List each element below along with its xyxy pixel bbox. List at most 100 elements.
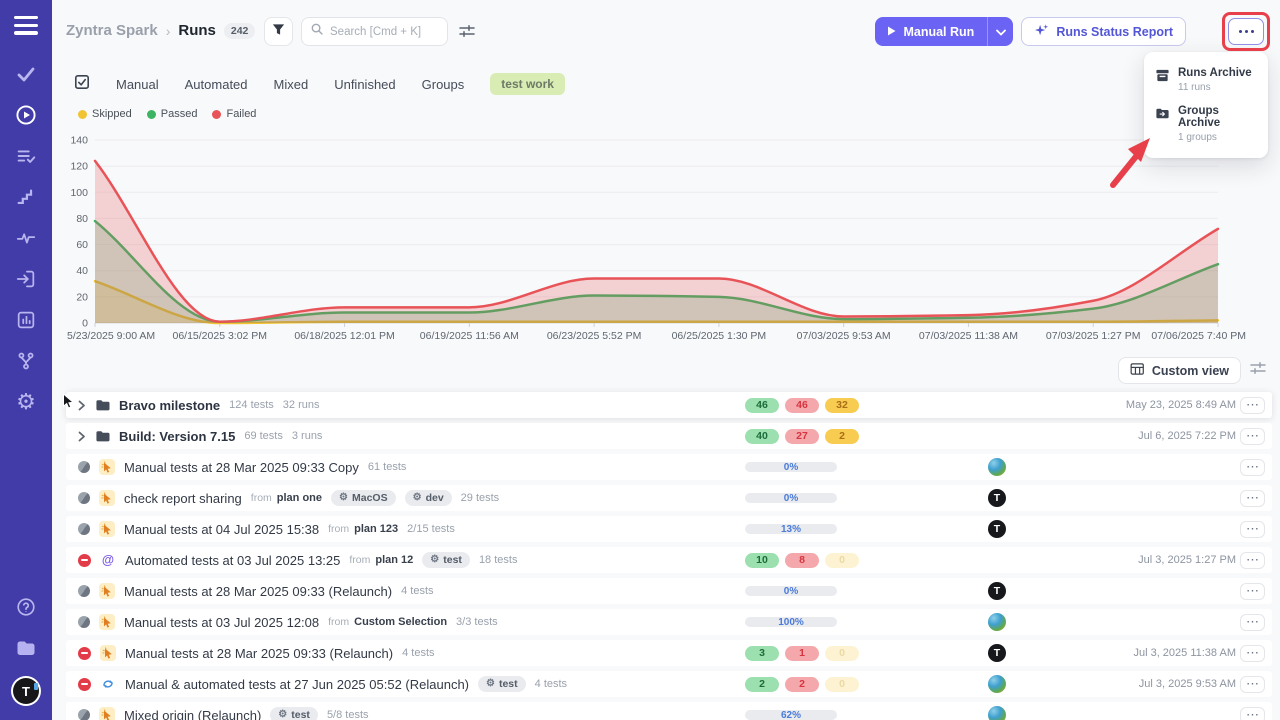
- status-neutral-icon: [78, 709, 90, 720]
- row-menu-button[interactable]: ⋯: [1240, 396, 1265, 414]
- plan-name[interactable]: plan one: [276, 492, 323, 504]
- assignee-avatar[interactable]: T: [988, 489, 1006, 507]
- tab-manual[interactable]: Manual: [116, 76, 159, 92]
- search-settings-icon[interactable]: [459, 24, 475, 43]
- legend-item[interactable]: Failed: [212, 108, 256, 120]
- assignee-avatar[interactable]: T: [988, 582, 1006, 600]
- run-name: Manual tests at 03 Jul 2025 12:08: [124, 614, 320, 630]
- run-row[interactable]: Manual tests at 03 Jul 2025 12:08 from Cus…: [66, 609, 1272, 635]
- branches-icon[interactable]: [13, 348, 39, 374]
- assignee-avatar[interactable]: T: [988, 520, 1006, 538]
- analytics-icon[interactable]: [13, 307, 39, 333]
- row-menu-button[interactable]: ⋯: [1240, 613, 1265, 631]
- profile-avatar[interactable]: T: [11, 676, 41, 706]
- env-tag[interactable]: ⚙ dev: [404, 490, 452, 506]
- run-name: Manual tests at 28 Mar 2025 09:33 (Relau…: [125, 645, 394, 661]
- tab-automated[interactable]: Automated: [184, 76, 248, 92]
- run-date: Jul 6, 2025 7:22 PM: [1138, 430, 1236, 442]
- runs-play-icon[interactable]: [13, 102, 39, 128]
- row-menu-button[interactable]: ⋯: [1240, 582, 1265, 600]
- breadcrumb-project[interactable]: Zyntra Spark: [66, 22, 158, 39]
- active-tag-filter[interactable]: test work: [490, 73, 565, 95]
- plan-name[interactable]: Custom Selection: [354, 616, 448, 628]
- custom-view-button[interactable]: Custom view: [1117, 357, 1241, 384]
- row-menu-button[interactable]: ⋯: [1240, 489, 1265, 507]
- run-row[interactable]: Manual tests at 28 Mar 2025 09:33 Copy 61…: [66, 454, 1272, 480]
- row-menu-button[interactable]: ⋯: [1240, 458, 1265, 476]
- test-plans-icon[interactable]: [13, 143, 39, 169]
- assignee-avatar[interactable]: [988, 613, 1006, 631]
- custom-view-label: Custom view: [1151, 363, 1229, 378]
- run-tests-count: 4 tests: [534, 678, 568, 690]
- settings-gear-icon[interactable]: ⚙: [16, 389, 36, 415]
- select-runs-icon[interactable]: [74, 74, 90, 95]
- legend-item[interactable]: Passed: [146, 108, 197, 120]
- list-settings-icon[interactable]: [1250, 361, 1266, 380]
- assignee-avatar[interactable]: [988, 706, 1006, 720]
- legend-item[interactable]: Skipped: [78, 108, 132, 120]
- automated-run-icon: @: [101, 553, 115, 567]
- plan-name[interactable]: plan 123: [354, 523, 399, 535]
- progress-bar: 0%: [745, 493, 837, 504]
- expand-chevron-icon[interactable]: [78, 431, 86, 442]
- tab-groups[interactable]: Groups: [421, 76, 465, 92]
- passed-count-badge: 46: [745, 397, 779, 413]
- milestones-steps-icon[interactable]: [13, 184, 39, 210]
- run-row[interactable]: Manual & automated tests at 27 Jun 2025 …: [66, 671, 1272, 697]
- env-tag[interactable]: ⚙ test: [478, 676, 526, 692]
- group-row[interactable]: Build: Version 7.15 69 tests 3 runs 40 27 2 Ju…: [66, 423, 1272, 449]
- legend-dot: [146, 109, 156, 119]
- svg-text:5/23/2025 9:00 AM: 5/23/2025 9:00 AM: [67, 330, 155, 342]
- menu-item-groups-archive[interactable]: Groups Archive 1 groups: [1144, 99, 1268, 149]
- row-menu-button[interactable]: ⋯: [1240, 551, 1265, 569]
- row-menu-button[interactable]: ⋯: [1240, 706, 1265, 720]
- group-row[interactable]: Bravo milestone 124 tests 32 runs 46 46 32 May…: [66, 392, 1272, 418]
- plan-name[interactable]: plan 12: [375, 554, 414, 566]
- help-icon[interactable]: [13, 594, 39, 620]
- legend-dot: [212, 109, 222, 119]
- tab-mixed[interactable]: Mixed: [273, 76, 309, 92]
- run-row[interactable]: @ Automated tests at 03 Jul 2025 13:25 fro…: [66, 547, 1272, 573]
- manual-run-button[interactable]: Manual Run: [875, 17, 1014, 46]
- folder-icon: [95, 429, 110, 443]
- hamburger-menu-icon[interactable]: [14, 16, 38, 39]
- run-tests-count: 4 tests: [402, 647, 435, 659]
- run-row[interactable]: check report sharing from plan one ⚙ MacOS ⚙ d…: [66, 485, 1272, 511]
- assignee-avatar[interactable]: T: [988, 644, 1006, 662]
- more-actions-button[interactable]: [1228, 18, 1264, 45]
- svg-text:120: 120: [70, 161, 88, 173]
- row-menu-button[interactable]: ⋯: [1240, 427, 1265, 445]
- row-menu-button[interactable]: ⋯: [1240, 520, 1265, 538]
- pulse-icon[interactable]: [13, 225, 39, 251]
- row-menu-button[interactable]: ⋯: [1240, 644, 1265, 662]
- run-row[interactable]: Manual tests at 28 Mar 2025 09:33 (Relau…: [66, 640, 1272, 666]
- projects-folder-icon[interactable]: [13, 635, 39, 661]
- expand-chevron-icon[interactable]: [78, 400, 86, 411]
- import-icon[interactable]: [13, 266, 39, 292]
- manual-run-caret[interactable]: [987, 17, 1014, 46]
- env-tag[interactable]: ⚙ MacOS: [331, 490, 396, 506]
- menu-item-runs-archive[interactable]: Runs Archive 11 runs: [1144, 61, 1268, 99]
- assignee-avatar[interactable]: [988, 675, 1006, 693]
- passed-count-badge: 10: [745, 552, 779, 568]
- status-failed-icon: [78, 553, 91, 567]
- assignee-avatar[interactable]: [988, 458, 1006, 476]
- runs-status-report-button[interactable]: Runs Status Report: [1021, 17, 1186, 46]
- tests-check-icon[interactable]: [13, 61, 39, 87]
- row-menu-button[interactable]: ⋯: [1240, 675, 1265, 693]
- run-tests-count: 5/8 tests: [326, 709, 369, 720]
- run-row[interactable]: Manual tests at 04 Jul 2025 15:38 from pla…: [66, 516, 1272, 542]
- menu-item-label: Groups Archive: [1178, 105, 1221, 129]
- search-input[interactable]: [330, 25, 440, 38]
- breadcrumb-separator-icon: ›: [165, 22, 171, 39]
- filter-button[interactable]: [264, 17, 293, 46]
- env-tag[interactable]: ⚙ test: [270, 707, 318, 720]
- run-row[interactable]: Mixed origin (Relaunch) ⚙ test 5/8 tests 62%…: [66, 702, 1272, 720]
- run-row[interactable]: Manual tests at 28 Mar 2025 09:33 (Relau…: [66, 578, 1272, 604]
- run-date: Jul 3, 2025 1:27 PM: [1138, 554, 1236, 566]
- tab-unfinished[interactable]: Unfinished: [334, 76, 396, 92]
- status-failed-icon: [78, 646, 91, 660]
- env-tag[interactable]: ⚙ test: [422, 552, 470, 568]
